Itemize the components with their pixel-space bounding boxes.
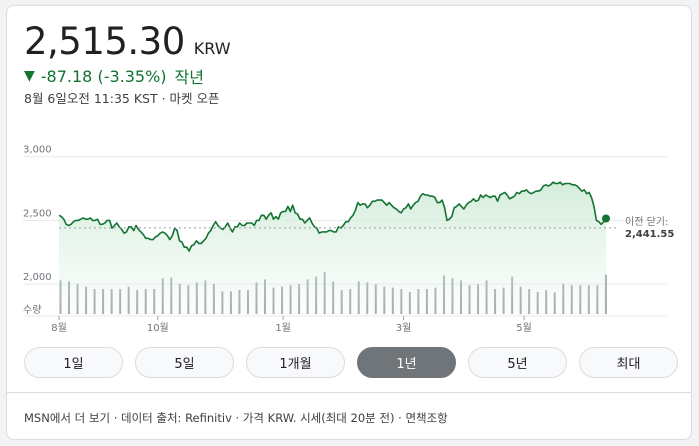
prev-close-label: 이전 닫기: — [625, 216, 668, 228]
tab-1-day[interactable]: 1일 — [24, 347, 123, 378]
y-tick-label: 2,500 — [23, 208, 52, 219]
x-tick-label: 10월 — [147, 322, 169, 334]
price-header: 2,515.30 KRW — [24, 20, 231, 63]
price-line — [58, 181, 607, 252]
price-area — [59, 182, 606, 316]
tab-5-year[interactable]: 5년 — [468, 347, 567, 378]
tab-5-day[interactable]: 5일 — [135, 347, 234, 378]
footer-divider — [7, 392, 691, 393]
y-tick-label: 3,000 — [23, 145, 52, 156]
change-period: 작년 — [174, 68, 204, 87]
stock-card: 2,515.30 KRW ▼ -87.18 (-3.35%) 작년 8월 6일오… — [6, 5, 692, 440]
tab-max[interactable]: 최대 — [579, 347, 678, 378]
x-tick-label: 8월 — [51, 322, 67, 334]
x-tick-label: 5월 — [516, 322, 532, 334]
x-tick-label: 3월 — [396, 322, 412, 334]
range-tabs: 1일 5일 1개월 1년 5년 최대 — [24, 347, 678, 379]
tab-1-month[interactable]: 1개월 — [246, 347, 345, 378]
x-tick-label: 1월 — [275, 322, 291, 334]
currency-code: KRW — [193, 39, 231, 58]
price-chart[interactable]: 3,000 2,500 2,000 수량 이전 닫기:2,441.55 8월 10월 1월 3월… — [7, 126, 692, 341]
volume-label: 수량 — [23, 304, 41, 316]
tab-1-year[interactable]: 1년 — [357, 347, 456, 378]
current-price-dot — [602, 214, 610, 223]
down-arrow-icon: ▼ — [24, 68, 35, 84]
current-price: 2,515.30 — [24, 20, 185, 63]
market-status: 8월 6일오전 11:35 KST · 마켓 오픈 — [24, 91, 220, 106]
y-tick-label: 2,000 — [23, 272, 52, 283]
prev-close-value: 2,441.55 — [625, 229, 674, 240]
price-change: ▼ -87.18 (-3.35%) 작년 — [24, 64, 204, 88]
footer-attribution: MSN에서 더 보기 · 데이터 출처: Refinitiv · 가격 KRW.… — [24, 411, 448, 425]
change-value: -87.18 (-3.35%) — [40, 66, 167, 86]
